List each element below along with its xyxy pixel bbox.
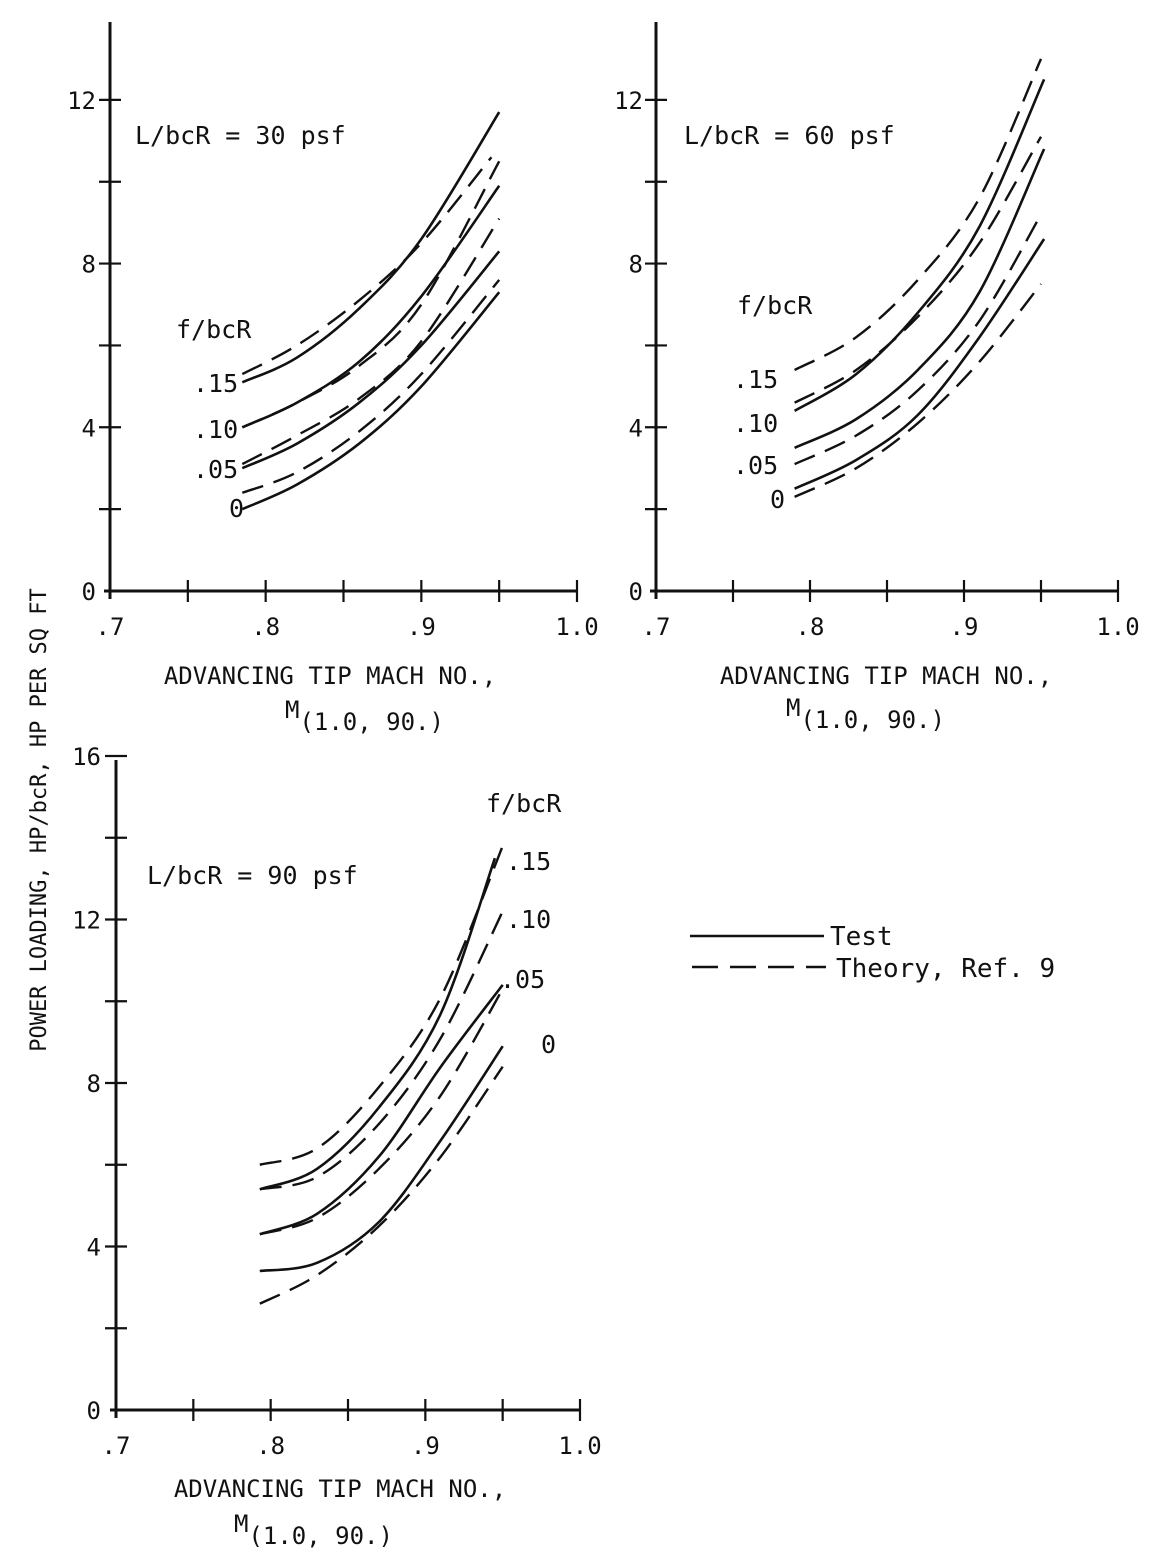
theory-curve [794, 136, 1043, 404]
y-tick-label: 8 [629, 251, 643, 279]
param-value-010: .10 [733, 409, 778, 438]
test-curve [794, 148, 1046, 449]
x-axis-symbol-base: M [786, 694, 800, 722]
test-curve [259, 857, 497, 1191]
y-tick-label: 0 [629, 578, 643, 606]
theory-curve [259, 988, 504, 1236]
y-tick-label: 12 [614, 87, 643, 115]
y-tick-label: 4 [629, 414, 643, 442]
theory-curve [259, 910, 504, 1191]
y-axis-label: POWER LOADING, HP/bcR, HP PER SQ FT [27, 588, 52, 1052]
x-axis-label: ADVANCING TIP MACH NO., [164, 662, 496, 690]
x-tick-label: .9 [407, 613, 436, 641]
test-curve [241, 250, 501, 470]
theory-curve [241, 156, 493, 376]
theory-curve [241, 160, 501, 429]
y-tick-label: 4 [87, 1234, 101, 1262]
x-tick-label: .8 [256, 1432, 285, 1460]
x-axis-symbol-sub: (1.0, 90.) [248, 1522, 393, 1550]
theory-curve [794, 283, 1042, 498]
param-label: f/bcR [737, 291, 813, 320]
param-value-0: 0 [229, 494, 244, 523]
y-tick-label: 16 [72, 743, 101, 771]
y-tick-label: 12 [72, 907, 101, 935]
param-value-015: .15 [506, 847, 551, 876]
x-axis-label-symbol: M(1.0, 90.) [786, 694, 945, 734]
x-tick-label: .7 [642, 613, 671, 641]
param-value-0: 0 [770, 485, 785, 514]
x-tick-label: 1.0 [555, 613, 598, 641]
test-curve [241, 111, 501, 384]
theory-curve [794, 213, 1043, 466]
x-axis-label: ADVANCING TIP MACH NO., [174, 1475, 506, 1503]
test-curve [794, 238, 1046, 490]
y-tick-label: 12 [67, 87, 96, 115]
x-axis-symbol-sub: (1.0, 90.) [800, 706, 945, 734]
panel-annotation: L/bcR = 60 psf [684, 121, 895, 150]
param-value-010: .10 [506, 905, 551, 934]
x-axis-symbol-sub: (1.0, 90.) [299, 708, 444, 736]
x-tick-label: .9 [411, 1432, 440, 1460]
legend: Test Theory, Ref. 9 [690, 922, 1055, 984]
test-curve [241, 291, 501, 511]
x-axis-label: ADVANCING TIP MACH NO., [720, 662, 1052, 690]
chart-panel-90psf: L/bcR = 90 psf f/bcR .15 .10 .05 0 ADVAN… [72, 743, 602, 1550]
legend-theory-label: Theory, Ref. 9 [836, 954, 1055, 984]
param-value-010: .10 [193, 415, 238, 444]
y-tick-label: 4 [82, 414, 96, 442]
param-value-005: .05 [733, 451, 778, 480]
x-axis-symbol-base: M [234, 1510, 248, 1538]
chart-panel-30psf: L/bcR = 30 psf f/bcR .15 .10 .05 0 ADVAN… [67, 22, 599, 736]
x-tick-label: 1.0 [558, 1432, 601, 1460]
theory-curve [259, 1066, 504, 1305]
x-tick-label: .7 [96, 613, 125, 641]
x-tick-label: .9 [950, 613, 979, 641]
theory-curve [259, 845, 504, 1166]
param-value-015: .15 [193, 369, 238, 398]
param-label: f/bcR [486, 789, 562, 818]
panel-annotation: L/bcR = 90 psf [147, 861, 358, 890]
y-tick-label: 0 [82, 578, 96, 606]
y-tick-label: 8 [87, 1070, 101, 1098]
param-value-015: .15 [733, 365, 778, 394]
x-tick-label: .7 [102, 1432, 131, 1460]
y-tick-label: 0 [87, 1397, 101, 1425]
y-tick-label: 8 [82, 251, 96, 279]
legend-test-label: Test [830, 922, 893, 952]
param-label: f/bcR [176, 315, 252, 344]
x-tick-label: 1.0 [1096, 613, 1139, 641]
test-curve [259, 1045, 504, 1273]
test-curve [259, 984, 504, 1236]
param-value-0: 0 [541, 1030, 556, 1059]
x-axis-symbol-base: M [285, 696, 299, 724]
chart-panel-60psf: L/bcR = 60 psf f/bcR .15 .10 .05 0 ADVAN… [614, 22, 1140, 734]
x-tick-label: .8 [796, 613, 825, 641]
x-axis-label-symbol: M(1.0, 90.) [234, 1510, 393, 1550]
x-tick-label: .8 [251, 613, 280, 641]
theory-curve [241, 279, 501, 494]
theory-curve [794, 58, 1043, 372]
param-value-005: .05 [500, 965, 545, 994]
theory-curve [241, 217, 501, 466]
param-value-005: .05 [193, 455, 238, 484]
panel-annotation: L/bcR = 30 psf [135, 121, 346, 150]
test-curve [793, 78, 1046, 413]
x-axis-label-symbol: M(1.0, 90.) [285, 696, 444, 736]
